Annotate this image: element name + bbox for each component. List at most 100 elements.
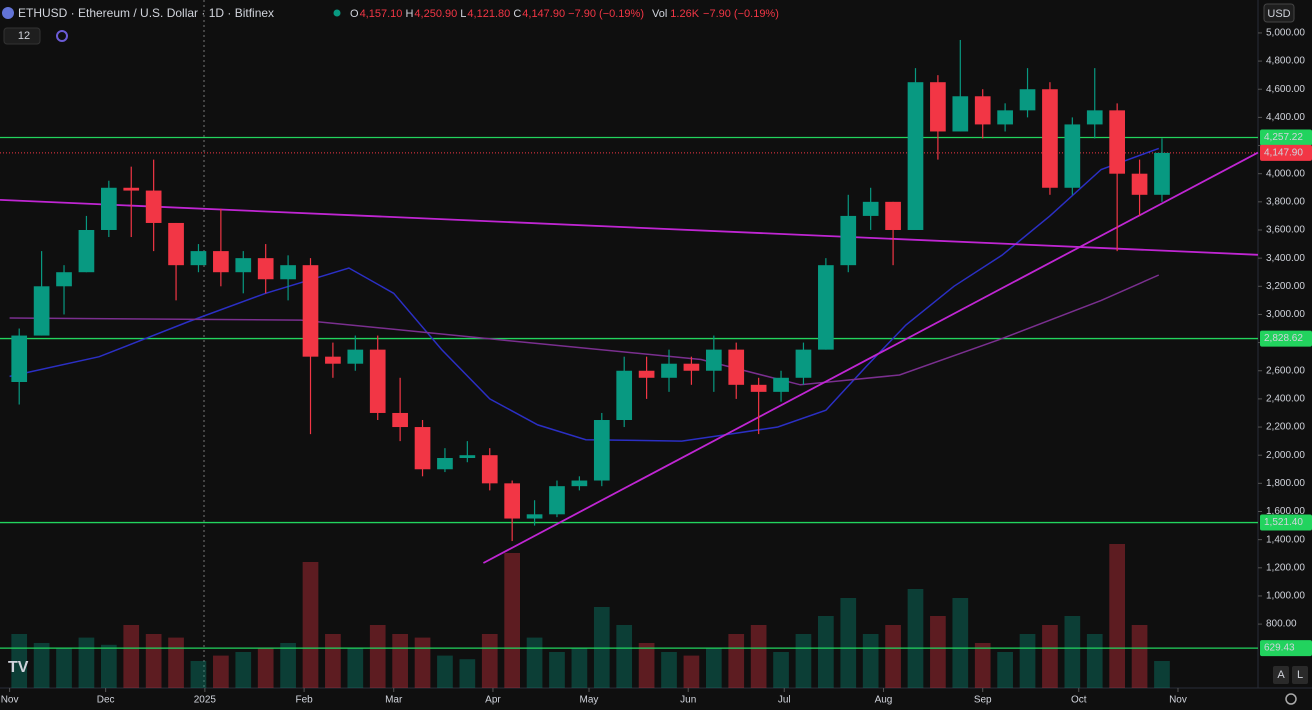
candle-body	[1064, 124, 1081, 188]
trend-line	[482, 151, 1259, 564]
candle-body	[437, 458, 453, 470]
volume-bar	[257, 648, 274, 688]
candle-body	[930, 82, 946, 132]
y-tick-label: 3,000.00	[1266, 309, 1305, 320]
log-scale-button[interactable]	[1292, 666, 1308, 684]
settings-gear[interactable]	[1285, 693, 1297, 705]
y-tick-label: 4,000.00	[1266, 168, 1305, 179]
candle-body	[974, 96, 991, 125]
x-tick-label: May	[580, 695, 599, 706]
candle-body	[33, 286, 50, 336]
currency[interactable]: USD	[1267, 8, 1290, 20]
level-label: 4,257.22	[1264, 132, 1303, 143]
ohlc-key: O	[350, 8, 359, 20]
level-label: 2,828.62	[1264, 333, 1303, 344]
candle-body	[481, 455, 498, 484]
volume-value: 1.26K	[670, 8, 699, 20]
volume-bar	[347, 648, 364, 688]
x-tick-label: Nov	[1169, 695, 1187, 706]
volume-bar	[638, 643, 655, 688]
volume-bar	[773, 652, 789, 688]
volume-bar	[481, 634, 498, 688]
symbol-icon	[2, 7, 14, 19]
x-tick-label: 2025	[194, 695, 217, 706]
candle-body	[235, 258, 252, 273]
candle-body	[302, 265, 319, 357]
volume-bar	[213, 655, 229, 688]
indicator-count[interactable]: 12	[18, 30, 30, 42]
volume-key: Vol	[652, 8, 667, 20]
candle-body	[1109, 110, 1125, 174]
y-tick-label: 1,200.00	[1266, 562, 1305, 573]
volume-bar	[571, 648, 588, 688]
level-label-box	[1260, 144, 1312, 161]
volume-bar	[33, 643, 50, 688]
volume-bar	[974, 643, 991, 688]
candle-body	[1131, 173, 1148, 195]
volume-bar	[795, 634, 812, 688]
y-tick-label: 800.00	[1266, 619, 1297, 630]
volume-bar	[280, 643, 296, 688]
candle-body	[795, 349, 812, 378]
candle-body	[638, 370, 655, 378]
currency-button[interactable]	[1263, 3, 1295, 23]
x-tick-label: Apr	[485, 695, 501, 706]
settings-icon[interactable]	[56, 30, 68, 42]
y-tick-label: 1,800.00	[1266, 478, 1305, 489]
candle-body	[885, 201, 901, 230]
volume-bar	[145, 634, 162, 688]
candle-body	[414, 427, 431, 470]
volume-bar	[302, 562, 319, 688]
level-label: 1,521.40	[1264, 517, 1303, 528]
log-scale-label[interactable]: L	[1297, 669, 1303, 681]
volume-bar	[392, 634, 408, 688]
y-tick-label: 5,000.00	[1266, 28, 1305, 39]
ohlc-value: 4,250.90	[414, 8, 457, 20]
plot-area	[0, 39, 1259, 688]
x-tick-label: Jun	[680, 695, 696, 706]
level-label-box	[1260, 514, 1312, 531]
x-tick-label: Mar	[385, 695, 403, 706]
volume-bar	[930, 616, 946, 688]
volume-bar	[459, 659, 476, 688]
level-label-box	[1260, 330, 1312, 347]
candle-body	[661, 363, 677, 378]
volume-bar	[235, 652, 252, 688]
x-tick-label: Feb	[295, 695, 313, 706]
volume-bar	[1042, 625, 1058, 688]
symbol-title: ETHUSD · Ethereum / U.S. Dollar · 1D · B…	[18, 6, 274, 20]
volume-bar	[862, 634, 879, 688]
volume-bar	[549, 652, 565, 688]
volume-bar	[168, 637, 184, 688]
x-tick-label: Jul	[778, 695, 791, 706]
y-tick-label: 2,200.00	[1266, 422, 1305, 433]
candle-body	[168, 222, 184, 266]
volume-bar	[840, 598, 857, 688]
candle-body	[526, 514, 543, 519]
ohlc-change: −7.90 (−0.19%)	[568, 8, 644, 20]
candle-body	[459, 455, 476, 459]
candle-body	[213, 251, 229, 273]
candle-body	[571, 480, 588, 487]
candle-body	[705, 349, 722, 371]
candle-body	[1042, 89, 1058, 188]
candle-body	[145, 190, 162, 223]
volume-bar	[190, 661, 207, 688]
volume-bar	[1109, 544, 1125, 688]
auto-scale-label[interactable]: A	[1277, 669, 1285, 681]
volume-bar	[750, 625, 767, 688]
candle-body	[773, 377, 789, 392]
ohlc-key: L	[460, 8, 466, 20]
candle-body	[56, 272, 72, 287]
candle-body	[280, 265, 296, 280]
indicator-toggle[interactable]	[3, 27, 41, 45]
candle-body	[123, 187, 140, 191]
candle-body	[549, 486, 565, 515]
volume-bar	[683, 655, 700, 688]
volume-bar	[1086, 634, 1103, 688]
moving-average	[9, 274, 1160, 386]
volume-change: −7.90 (−0.19%)	[703, 8, 779, 20]
candle-body	[862, 201, 879, 216]
auto-scale-button[interactable]	[1273, 666, 1289, 684]
